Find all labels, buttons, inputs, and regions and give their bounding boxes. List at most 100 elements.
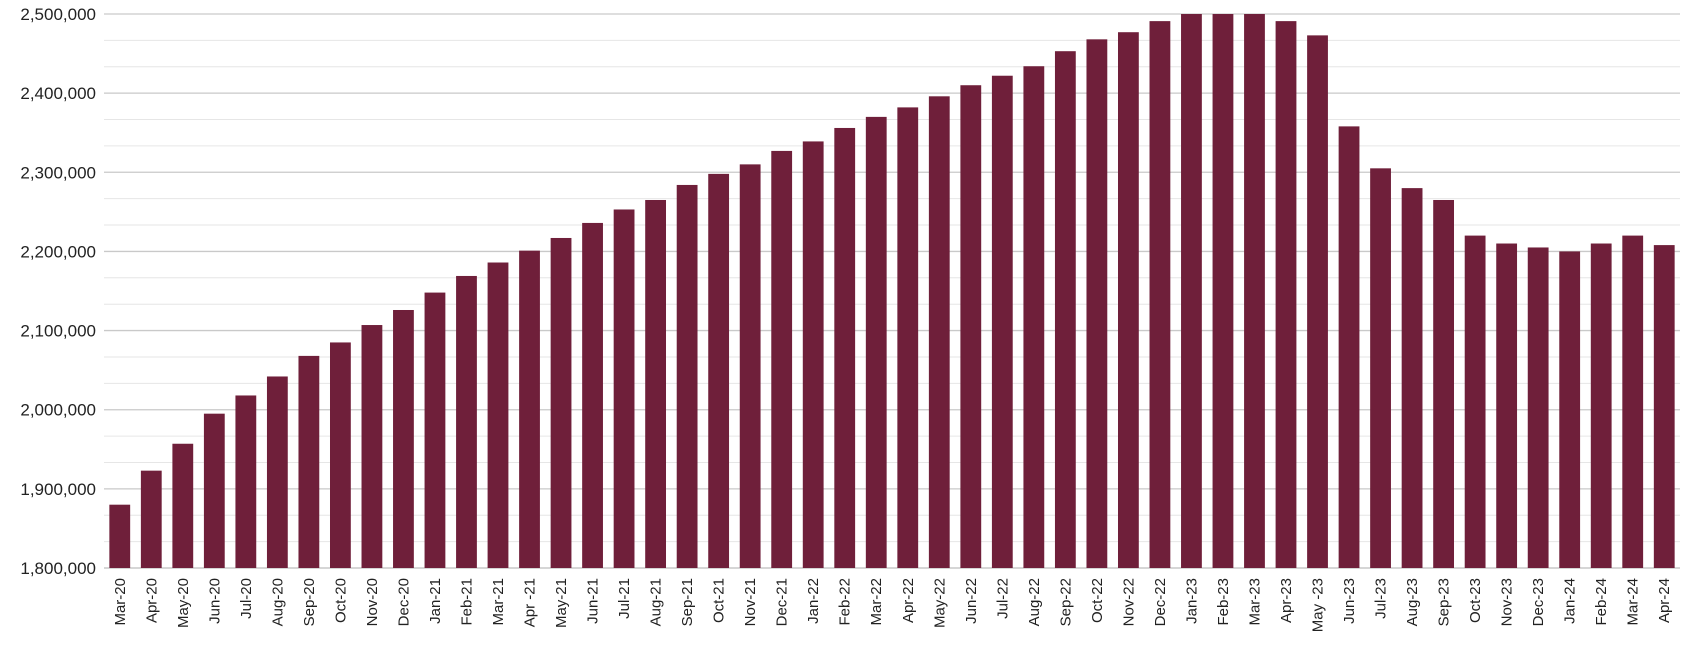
x-tick-label: Jun-22 [963,578,980,624]
x-tick-label: Apr -21 [522,578,539,627]
bar [1023,66,1045,568]
bar [550,237,572,568]
x-tick-label: Feb-21 [458,578,475,626]
x-tick-label: May-22 [931,578,948,628]
x-tick-label: Jan-23 [1183,578,1200,624]
bar [456,275,477,568]
x-tick-label: Jun-23 [1341,578,1358,624]
x-axis-tick-labels: Mar-20 Apr-20 May-20 Jun-20 Jul-20 Aug-20 Sep-… [112,578,1673,632]
x-tick-label: Mar-22 [868,578,885,626]
x-tick-label: Mar-20 [112,578,129,626]
bar [1496,243,1518,568]
x-tick-label: Nov-20 [364,578,381,626]
y-tick-label: 2,400,000 [20,84,96,103]
bar [960,85,982,568]
x-tick-label: Oct-20 [332,578,349,623]
x-tick-label: Dec-20 [395,578,412,626]
bar [991,75,1013,568]
bar [298,355,320,568]
bar [235,395,257,568]
bar [1212,14,1234,568]
bar [1370,168,1391,569]
bar [1149,21,1171,568]
x-tick-label: Oct-21 [711,578,728,623]
x-tick-label: Oct-23 [1467,578,1484,623]
y-tick-label: 2,000,000 [20,401,96,420]
bar [708,173,730,568]
x-tick-label: Nov-22 [1120,578,1137,626]
bar [739,164,761,568]
bar [140,470,162,568]
bar [1338,126,1360,568]
bar [1086,39,1108,569]
x-tick-label: Oct-22 [1089,578,1106,623]
x-tick-label: Feb-24 [1593,578,1610,626]
x-tick-label: May-20 [175,578,192,628]
x-tick-label: Apr-22 [900,578,917,623]
bar [1433,199,1455,568]
x-tick-label: Feb-23 [1215,578,1232,626]
x-tick-label: Sep-20 [301,578,318,626]
x-tick-label: Dec-22 [1152,578,1169,626]
bar [109,504,131,568]
x-tick-label: May -23 [1310,578,1327,632]
x-tick-label: Sep-22 [1057,578,1074,626]
x-tick-label: Apr-20 [143,578,160,623]
y-tick-label: 2,200,000 [20,242,96,261]
x-tick-label: Jan-22 [805,578,822,624]
x-tick-label: Jan-24 [1562,578,1579,624]
x-tick-label: Jan-21 [427,578,444,624]
x-tick-label: Sep-21 [679,578,696,626]
x-tick-label: Jul-20 [238,578,255,619]
bar [1117,32,1139,568]
bar [834,127,856,569]
y-tick-label: 2,500,000 [20,5,96,24]
bar [1464,235,1486,568]
x-tick-label: Nov-23 [1499,578,1516,626]
bar [1401,188,1423,568]
x-tick-label: Jul-23 [1373,578,1390,619]
x-tick-label: Jul-22 [994,578,1011,619]
bar [393,309,414,568]
x-tick-label: Nov-21 [742,578,759,626]
y-tick-label: 1,800,000 [20,559,96,578]
bar [1244,14,1265,568]
bar [1307,35,1328,568]
bar [645,199,667,568]
bar [897,107,919,568]
x-tick-label: Mar-24 [1625,578,1642,626]
x-tick-label: Sep-23 [1436,578,1453,626]
bar [771,150,793,568]
x-tick-label: Feb-22 [837,578,854,626]
bar [172,443,194,568]
bar [1181,14,1202,568]
x-tick-label: Dec-23 [1530,578,1547,626]
bar [582,222,603,569]
x-tick-label: Aug-21 [648,578,665,626]
bar [865,116,887,568]
x-tick-label: Jul-21 [616,578,633,619]
bar [361,325,383,568]
x-tick-label: Mar-23 [1246,578,1263,626]
bar [203,413,225,568]
bar [676,184,698,568]
bar [424,292,446,568]
y-axis-tick-labels: 1,800,000 1,900,000 2,000,000 2,100,000 2,20… [20,5,96,578]
bar [1527,247,1549,568]
bar [1559,251,1581,568]
bar [802,141,824,569]
bar [1054,51,1076,568]
bar [1622,235,1644,568]
bar [1275,21,1297,568]
bar [266,376,288,568]
x-tick-label: Apr-23 [1278,578,1295,623]
x-tick-label: Jun-21 [585,578,602,624]
x-tick-label: Dec-21 [774,578,791,626]
bar [1590,243,1612,568]
y-tick-label: 2,100,000 [20,322,96,341]
x-tick-label: Aug-23 [1404,578,1421,626]
bar [928,96,950,569]
x-tick-label: Apr-24 [1656,578,1673,623]
